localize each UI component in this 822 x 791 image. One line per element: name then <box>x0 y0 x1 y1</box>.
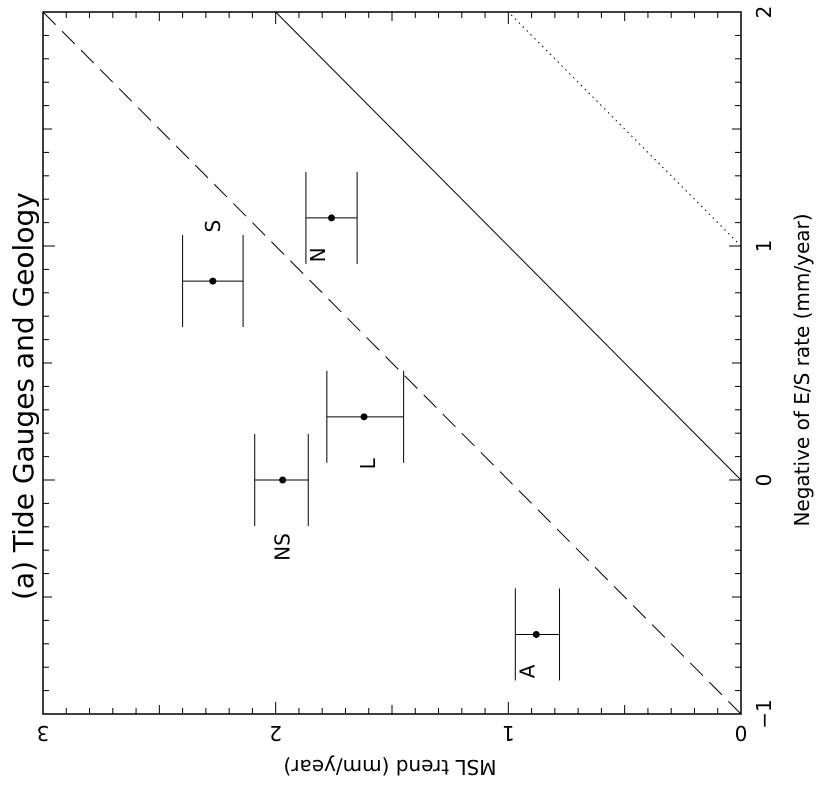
data-point-s: S <box>182 220 244 328</box>
x-axis-label: Negative of E/S rate (mm/year) <box>790 213 814 526</box>
x-tick-label: 2 <box>752 6 776 19</box>
x-tick-label: 1 <box>752 240 776 253</box>
y-tick-label: 3 <box>37 721 50 745</box>
x-tick-label: −1 <box>752 699 776 728</box>
data-marker <box>360 413 368 421</box>
point-label: N <box>306 247 330 262</box>
y-tick-label: 2 <box>269 721 282 745</box>
reference-line-dotted <box>507 11 742 247</box>
point-label: S <box>201 220 225 233</box>
data-marker <box>328 214 336 222</box>
tick-marks <box>43 12 741 714</box>
y-tick-label: 1 <box>502 721 515 745</box>
point-label: NS <box>271 533 295 561</box>
data-point-ns: NS <box>254 434 309 561</box>
data-point-l: L <box>326 370 405 469</box>
data-marker <box>209 277 217 285</box>
data-marker <box>279 476 287 484</box>
point-label: L <box>356 457 380 469</box>
data-point-n: N <box>305 171 358 264</box>
x-tick-label: 0 <box>752 474 776 487</box>
data-points: A NS L S N <box>182 171 561 681</box>
reference-line-dashed <box>42 11 742 715</box>
chart-title: (a) Tide Gauges and Geology <box>7 192 40 600</box>
y-axis-label: MSL trend (mm/year) <box>283 755 496 779</box>
reference-lines <box>42 11 742 715</box>
point-label: A <box>515 664 539 678</box>
y-tick-label: 0 <box>735 721 748 745</box>
reference-line-solid <box>275 11 742 481</box>
data-marker <box>532 630 540 638</box>
data-point-a: A <box>514 588 561 681</box>
